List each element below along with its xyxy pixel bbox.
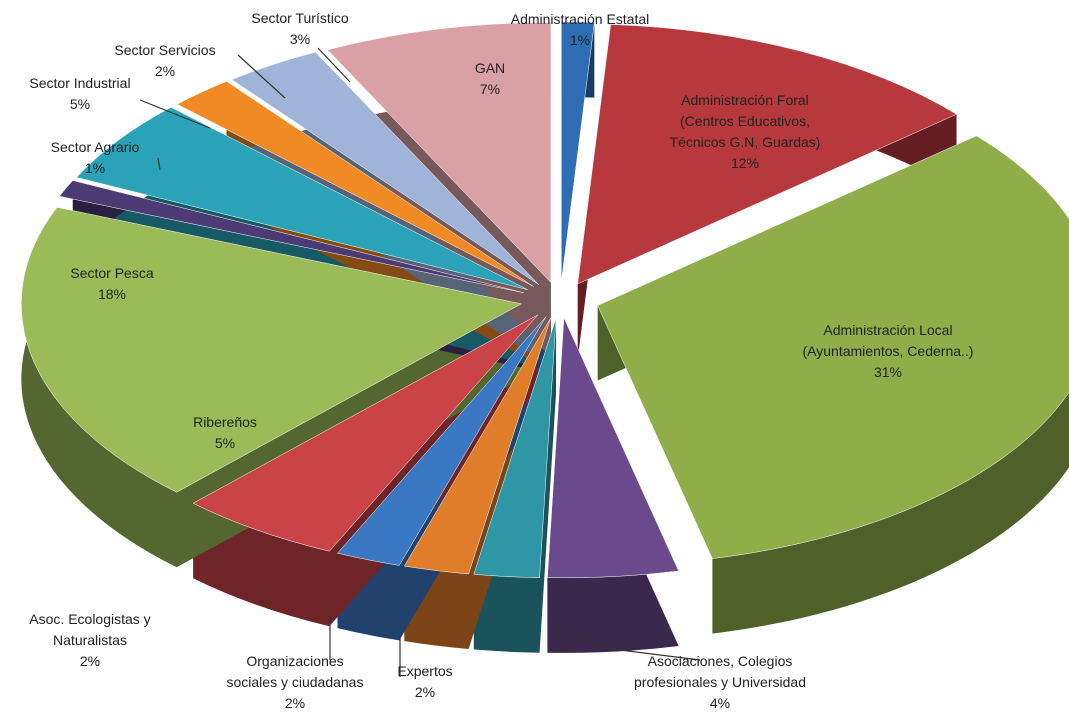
slice-name-6-1: Naturalistas: [53, 632, 127, 648]
leader-line-3: [554, 629, 701, 661]
slice-label-0: Administración Estatal 1%: [511, 11, 650, 48]
slice-label-13: GAN 7%: [475, 60, 505, 97]
pie-slice-0: [561, 21, 595, 283]
slice-percent-9: 1%: [85, 160, 105, 176]
slice-name-5-1: sociales y ciudadanas: [227, 674, 364, 690]
slice-percent-0: 1%: [570, 32, 590, 48]
slice-name-0-0: Administración Estatal: [511, 11, 650, 27]
slice-label-12: Sector Turístico 3%: [251, 10, 348, 47]
slice-label-10: Sector Industrial 5%: [29, 75, 130, 112]
slice-name-3-0: Asociaciones, Colegios: [648, 653, 793, 669]
leader-line-10: [139, 99, 211, 129]
pie-slice-4: [473, 317, 557, 579]
pie-slice-10: [76, 107, 528, 290]
slice-name-1-1: (Centros Educativos,: [680, 113, 810, 129]
pie-slice-5: [403, 317, 552, 575]
slice-name-13-0: GAN: [475, 60, 505, 76]
slice-label-5: Organizaciones sociales y ciudadanas 2%: [227, 653, 364, 711]
slice-percent-13: 7%: [480, 81, 500, 97]
pie-slice-side-8: [21, 207, 522, 568]
slice-name-8-0: Sector Pesca: [70, 265, 153, 281]
pie-slice-7: [192, 314, 538, 552]
slice-percent-12: 3%: [290, 31, 310, 47]
slice-name-5-0: Organizaciones: [246, 653, 343, 669]
slice-name-1-0: Administración Foral: [681, 92, 809, 108]
slice-name-10-0: Sector Industrial: [29, 75, 130, 91]
leader-lines: [139, 47, 701, 677]
pie-slice-13: [327, 22, 552, 284]
slice-name-9-0: Sector Agrario: [51, 139, 140, 155]
pie-slice-1: [577, 24, 958, 285]
slice-label-1: Administración Foral (Centros Educativos,…: [670, 92, 821, 171]
slice-percent-7: 5%: [215, 435, 235, 451]
leader-line-11: [237, 54, 286, 99]
slice-label-4: Expertos 2%: [397, 663, 452, 700]
slice-name-3-1: profesionales y Universidad: [634, 674, 806, 690]
slice-name-6-0: Asoc. Ecologistas y: [29, 611, 150, 627]
pie-slice-2: [597, 135, 1069, 559]
slice-label-2: Administración Local (Ayuntamientos, Cede…: [803, 322, 974, 380]
leader-line-12: [317, 47, 351, 83]
pie-slice-11: [176, 81, 534, 287]
slice-percent-5: 2%: [285, 695, 305, 711]
pie-top-layer: [21, 21, 1069, 579]
slice-name-12-0: Sector Turístico: [251, 10, 348, 26]
pie-slice-9: [59, 180, 524, 294]
pie-slice-12: [231, 51, 540, 285]
pie-slice-side-6: [337, 316, 546, 641]
slice-name-2-0: Administración Local: [823, 322, 952, 338]
slice-percent-11: 2%: [155, 63, 175, 79]
slice-label-11: Sector Servicios 2%: [114, 42, 215, 79]
slice-label-9: Sector Agrario 1%: [51, 139, 140, 176]
slice-name-7-0: Ribereños: [193, 414, 257, 430]
pie-slice-6: [337, 316, 547, 566]
slice-percent-10: 5%: [70, 96, 90, 112]
slice-percent-8: 18%: [98, 286, 126, 302]
pie-slice-8: [21, 207, 523, 493]
slice-label-6: Asoc. Ecologistas y Naturalistas 2%: [29, 611, 150, 669]
slice-labels: Administración Estatal 1% Administración F…: [29, 10, 973, 711]
slice-percent-4: 2%: [415, 684, 435, 700]
pie-slice-side-4: [473, 317, 557, 653]
slice-label-7: Ribereños 5%: [193, 414, 257, 451]
slice-label-3: Asociaciones, Colegios profesionales y Un…: [634, 653, 806, 711]
slice-name-11-0: Sector Servicios: [114, 42, 215, 58]
pie-slice-3: [547, 317, 680, 579]
slice-name-1-2: Técnicos G.N, Guardas): [670, 134, 821, 150]
slice-percent-3: 4%: [710, 695, 730, 711]
slice-name-2-1: (Ayuntamientos, Cederna..): [803, 343, 974, 359]
slice-percent-2: 31%: [874, 364, 902, 380]
pie-slice-side-7: [193, 314, 538, 627]
slice-name-4-0: Expertos: [397, 663, 452, 679]
slice-percent-1: 12%: [731, 155, 759, 171]
slice-percent-6: 2%: [80, 653, 100, 669]
slice-label-8: Sector Pesca 18%: [70, 265, 153, 302]
leader-line-9: [157, 157, 161, 171]
